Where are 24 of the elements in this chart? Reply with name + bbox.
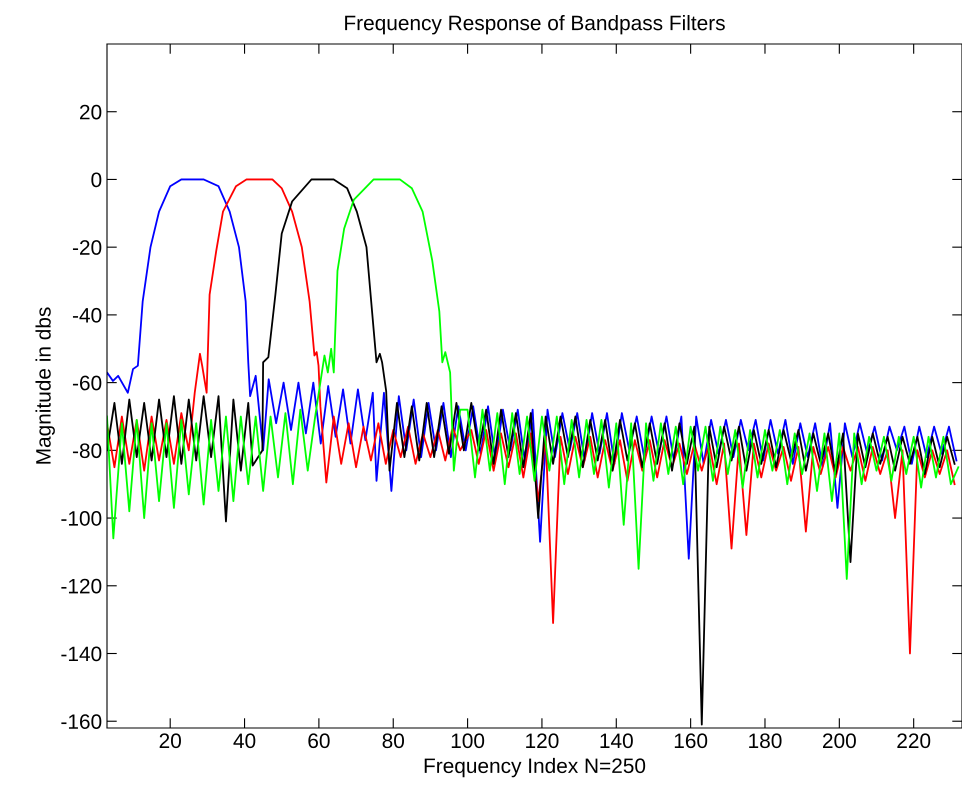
y-tick-label: -100	[61, 511, 102, 526]
x-tick-label: 60	[308, 733, 330, 748]
x-tick-label: 20	[160, 733, 181, 748]
y-tick-label: -140	[61, 646, 102, 662]
x-tick-label: 140	[600, 733, 633, 748]
x-tick-label: 100	[452, 733, 484, 748]
y-tick-label: -40	[72, 308, 102, 323]
x-tick-label: 220	[897, 733, 930, 748]
y-tick-label: -60	[72, 376, 102, 390]
x-tick-label: 40	[233, 733, 256, 748]
y-tick-label: -160	[61, 714, 102, 729]
x-axis-title: Frequency Index N=250	[424, 758, 646, 778]
y-tick-label: -120	[61, 578, 102, 594]
y-tick-label: -80	[72, 443, 102, 458]
x-tick-label: 160	[674, 733, 708, 748]
y-tick-label: -20	[72, 240, 102, 255]
x-tick-label: 120	[526, 733, 558, 748]
chart-title: Frequency Response of Bandpass Filters	[345, 15, 725, 34]
x-tick-label: 200	[822, 733, 856, 748]
x-tick-label: 180	[749, 733, 782, 748]
x-tick-label: 80	[382, 733, 404, 748]
y-axis-title: Magnitude in dbs	[35, 307, 55, 464]
y-tick-label: 20	[80, 104, 102, 120]
y-tick-label: 0	[91, 172, 102, 188]
